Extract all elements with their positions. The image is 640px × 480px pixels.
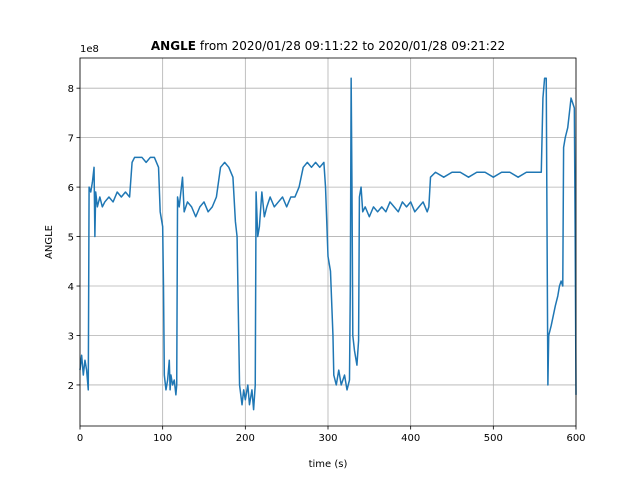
x-tick-label: 0 — [77, 433, 83, 444]
x-tick-label: 500 — [484, 433, 503, 444]
y-tick-label: 6 — [68, 183, 74, 194]
y-tick-label: 4 — [68, 282, 74, 293]
x-tick-label: 200 — [236, 433, 255, 444]
y-tick-label: 3 — [68, 331, 74, 342]
data-line — [79, 77, 577, 411]
x-tick-label: 400 — [401, 433, 420, 444]
title-range: from 2020/01/28 09:11:22 to 2020/01/28 0… — [200, 39, 505, 53]
y-axis-label: ANGLE — [44, 225, 55, 259]
y-tick-label: 7 — [68, 134, 74, 145]
x-axis-label: time (s) — [309, 459, 348, 470]
x-tick-label: 600 — [566, 433, 585, 444]
axes-frame — [79, 57, 577, 427]
chart-title: ANGLE from 2020/01/28 09:11:22 to 2020/01… — [151, 39, 505, 53]
y-tick-label: 8 — [68, 84, 74, 95]
title-variable: ANGLE — [151, 39, 196, 53]
x-tick-label: 300 — [318, 433, 337, 444]
x-tick-label: 100 — [153, 433, 172, 444]
y-offset-label: 1e8 — [80, 44, 99, 55]
y-tick-label: 5 — [68, 233, 74, 244]
y-tick-label: 2 — [68, 381, 74, 392]
